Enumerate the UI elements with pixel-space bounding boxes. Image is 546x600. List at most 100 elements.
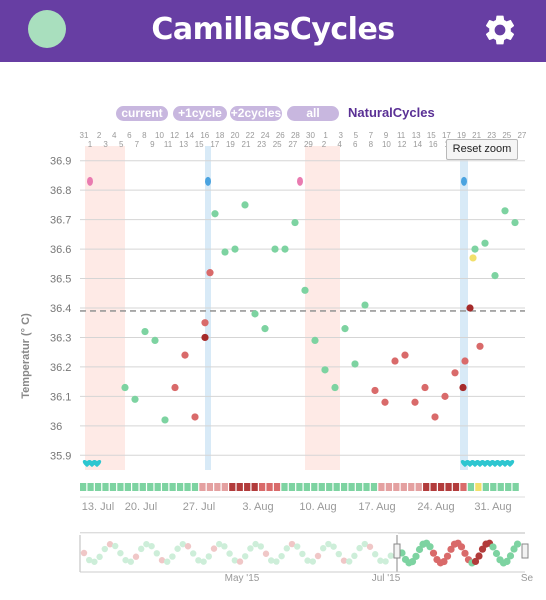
range-button-2cycles[interactable]: +2cycles [230, 106, 282, 121]
fertility-day [139, 483, 146, 491]
y-axis: 36.9 36.8 36.7 36.6 36.5 36.4 36.3 36.2 36.1 36 35… [50, 156, 71, 463]
temperature-point [391, 357, 399, 365]
period-markers [82, 459, 515, 467]
navigator-point [325, 540, 332, 548]
fertility-day [430, 483, 437, 491]
navigator-point [471, 557, 480, 566]
top-axis-day: 11 [397, 131, 406, 140]
fertility-day [169, 483, 176, 491]
range-navigator: May '15 Jul '15 Se [79, 532, 534, 584]
fertility-day [221, 483, 228, 491]
fertility-day [452, 483, 460, 491]
navigator-point [205, 553, 212, 560]
navigator-point [457, 543, 466, 551]
top-axis-day: 14 [413, 140, 422, 149]
temperature-point [181, 351, 189, 359]
navigator-point [247, 545, 254, 552]
navigator-point [415, 545, 424, 554]
navigator-point [382, 558, 389, 565]
navigator-point [288, 540, 296, 548]
range-buttons: current +1cycle +2cycles all NaturalCycl… [0, 105, 546, 124]
navigator-point [86, 556, 93, 564]
range-button-current[interactable]: current [116, 106, 168, 121]
x-tick-label: 24. Aug [417, 501, 454, 513]
temperature-point [291, 218, 299, 227]
y-tick-label: 36.2 [50, 362, 71, 374]
fertility-day [326, 483, 333, 491]
top-axis-day: 2 [322, 140, 327, 149]
navigator-label: May '15 [225, 573, 260, 584]
navigator-left-handle[interactable] [393, 543, 401, 559]
y-tick-label: 36.3 [50, 332, 71, 344]
temperature-point [201, 333, 209, 342]
top-axis-day: 4 [337, 140, 342, 149]
navigator-right-handle[interactable] [521, 543, 529, 559]
navigator-point [143, 540, 150, 548]
navigator-label: Se [521, 573, 534, 584]
fertility-day [258, 483, 266, 491]
top-axis-day: 13 [412, 131, 421, 140]
temperature-point [351, 360, 359, 368]
temperature-point [121, 383, 129, 392]
fertility-day [191, 483, 199, 491]
top-axis-day: 23 [257, 140, 266, 149]
range-button-all[interactable]: all [287, 106, 339, 121]
temperature-point [231, 245, 239, 253]
fertility-day [288, 483, 296, 491]
top-axis-day: 28 [291, 131, 300, 140]
ovulation-markers [87, 176, 467, 186]
navigator-point [475, 552, 483, 560]
navigator-point [117, 549, 124, 557]
x-tick-label: 13. Jul [82, 501, 114, 513]
fertility-day [236, 483, 243, 491]
avatar[interactable] [28, 10, 66, 48]
navigator-point [106, 541, 114, 548]
top-axis-day: 7 [369, 131, 374, 140]
y-tick-label: 36.9 [50, 156, 71, 168]
top-axis-day: 12 [170, 131, 179, 140]
navigator-point [153, 550, 160, 557]
fertility-day [318, 483, 325, 491]
navigator-mask [80, 533, 398, 573]
fertility-day [87, 483, 94, 491]
fertility-day [415, 483, 422, 491]
range-button-1cycle[interactable]: +1cycle [173, 106, 227, 121]
navigator-point [294, 543, 301, 550]
navigator-point [184, 543, 192, 550]
fertility-day [303, 483, 310, 491]
fertility-day [393, 483, 400, 491]
top-axis-day: 24 [261, 131, 270, 140]
fertility-day [467, 483, 475, 491]
navigator-point [426, 543, 434, 551]
fertility-day [400, 483, 407, 491]
x-tick-label: 10. Aug [299, 501, 336, 513]
fertility-day [176, 483, 184, 491]
top-axis-day: 9 [150, 140, 155, 149]
temperature-point [171, 383, 179, 392]
navigator-point [96, 553, 103, 561]
top-axis-day: 9 [384, 131, 389, 140]
fertility-day [80, 483, 87, 491]
fertility-day [482, 483, 489, 491]
top-axis-day: 16 [200, 131, 209, 140]
top-axis-day: 11 [164, 140, 173, 149]
fertility-day [311, 483, 318, 491]
navigator-point [91, 558, 98, 565]
navigator-point [132, 553, 140, 560]
top-axis-day: 15 [427, 131, 436, 140]
x-tick-label: 3. Aug [242, 501, 273, 513]
reset-zoom-button[interactable]: Reset zoom [446, 139, 518, 160]
navigator-point [492, 549, 501, 558]
temperature-point [461, 357, 469, 365]
temperature-points [121, 201, 519, 424]
navigator-point [231, 557, 238, 564]
navigator-point [335, 550, 342, 558]
temperature-point [321, 366, 329, 374]
gear-icon[interactable] [482, 12, 518, 48]
fertility-strip [80, 483, 519, 491]
navigator-point [340, 557, 348, 564]
top-axis-day: 12 [398, 140, 407, 149]
x-tick-label: 27. Jul [183, 501, 215, 513]
navigator-point [489, 543, 497, 551]
